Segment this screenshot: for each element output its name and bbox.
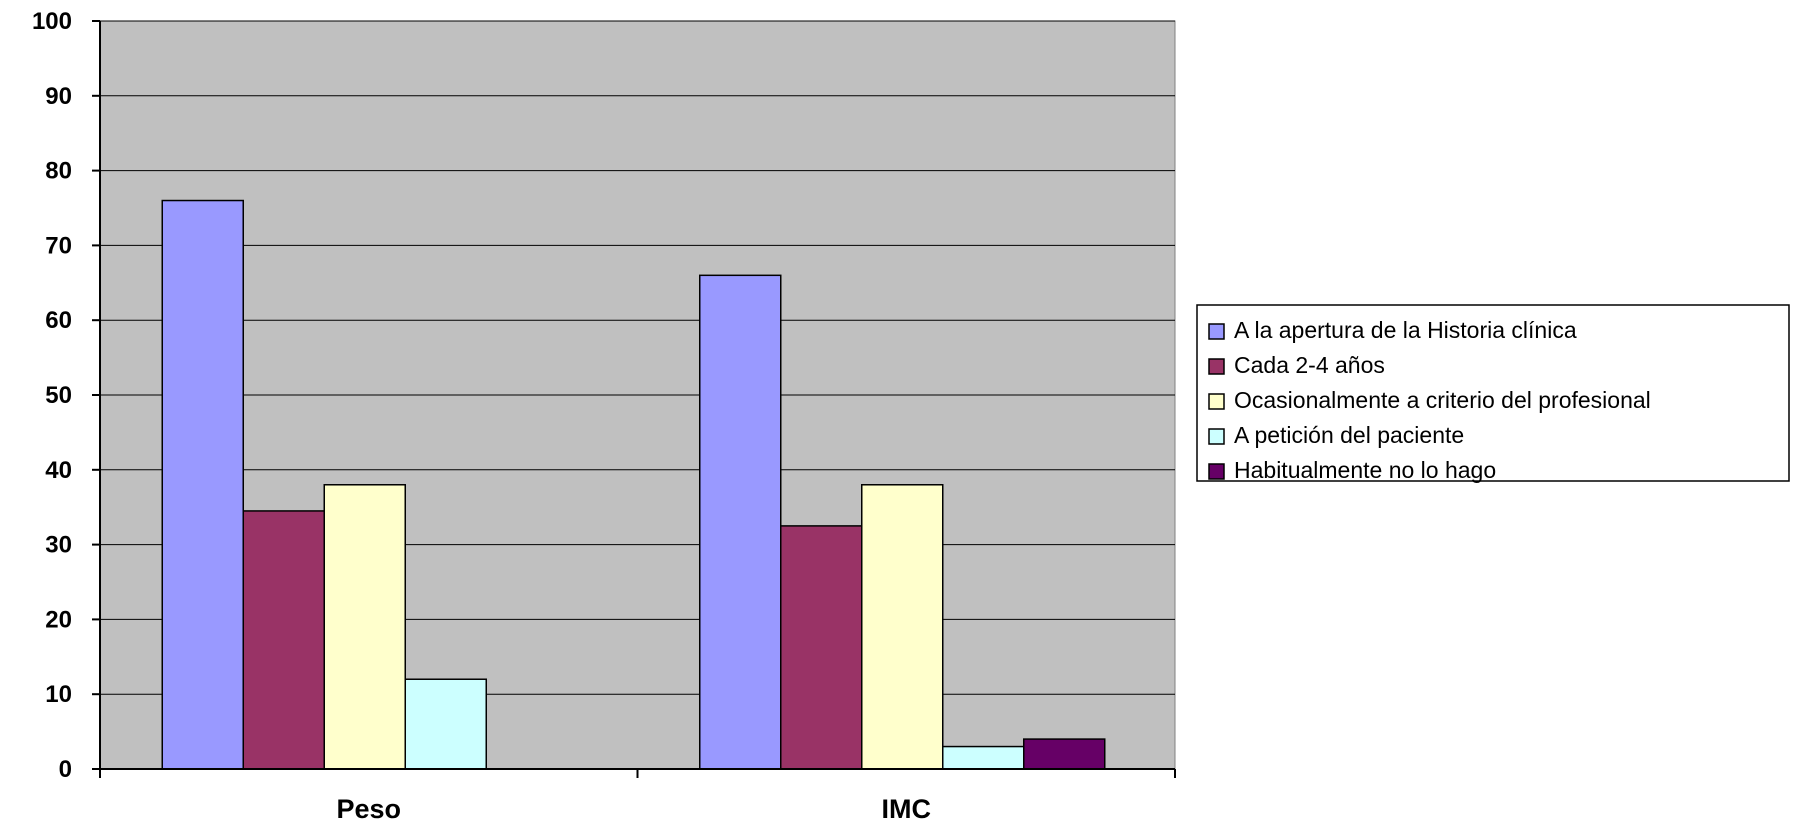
- y-tick-label: 70: [45, 232, 72, 259]
- bar-imc-series-5: [1023, 738, 1106, 770]
- legend-swatch: [1208, 463, 1225, 480]
- legend-label: A petición del paciente: [1234, 422, 1464, 448]
- y-tick-label: 40: [45, 457, 72, 484]
- legend-label: Habitualmente no lo hago: [1234, 457, 1496, 483]
- y-tick-label: 20: [45, 606, 72, 633]
- y-tick-label: 10: [45, 681, 72, 708]
- bar-peso-series-2: [242, 510, 325, 770]
- bar-imc-series-4: [942, 745, 1025, 770]
- x-tick-label: IMC: [882, 794, 932, 823]
- bar-peso-series-3: [323, 484, 406, 770]
- y-tick-label: 0: [59, 756, 72, 783]
- x-tick-label: Peso: [336, 794, 401, 823]
- y-axis-ticks: 0 10 20 30 40 50 60 70 80 90 100: [32, 8, 100, 783]
- legend-items: A la apertura de la Historia clínica Cada…: [1208, 317, 1651, 483]
- legend-label: A la apertura de la Historia clínica: [1234, 317, 1577, 343]
- legend-swatch: [1208, 323, 1225, 340]
- x-axis-ticks: Peso IMC: [99, 769, 1176, 823]
- y-tick-label: 100: [32, 8, 72, 35]
- bar-imc-series-1: [699, 274, 782, 770]
- y-tick-label: 80: [45, 158, 72, 185]
- legend-swatch: [1208, 393, 1225, 410]
- legend-label: Cada 2-4 años: [1234, 352, 1385, 378]
- y-tick-label: 90: [45, 83, 72, 110]
- y-tick-label: 60: [45, 307, 72, 334]
- y-tick-label: 50: [45, 382, 72, 409]
- bar-imc-series-2: [780, 525, 863, 770]
- bar-peso-series-4: [404, 678, 487, 770]
- legend-label: Ocasionalmente a criterio del profesiona…: [1234, 387, 1651, 413]
- legend-swatch: [1208, 428, 1225, 445]
- legend-swatch: [1208, 358, 1225, 375]
- legend: A la apertura de la Historia clínica Cada…: [1196, 304, 1790, 483]
- y-tick-label: 30: [45, 532, 72, 559]
- legend-box: [1196, 304, 1790, 482]
- bar-peso-series-1: [161, 199, 244, 770]
- bar-imc-series-3: [861, 484, 944, 770]
